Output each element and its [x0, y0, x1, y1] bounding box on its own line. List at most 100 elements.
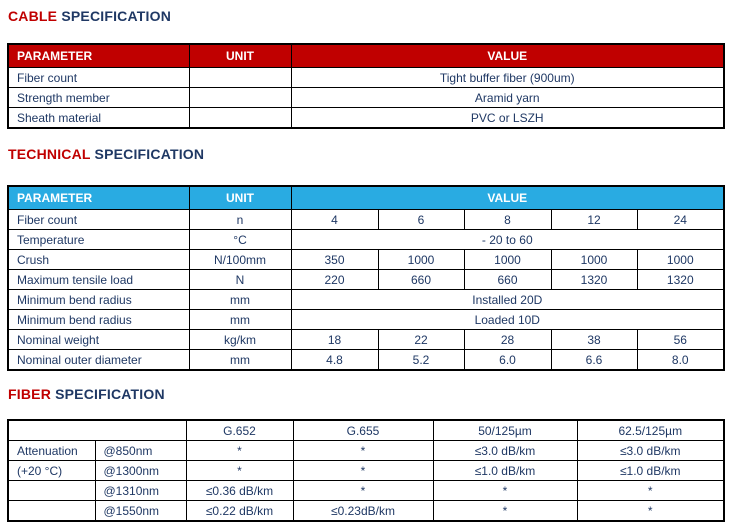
table-row: Minimum bend radius mm Loaded 10D: [7, 309, 725, 330]
cell-value: 5.2: [377, 349, 465, 371]
cell-value: ≤3.0 dB/km: [576, 440, 725, 461]
cell-value: 8: [463, 209, 552, 230]
cell-value: 18: [290, 329, 379, 350]
cell-unit: mm: [188, 349, 292, 371]
table-row: Strength member Aramid yarn: [7, 87, 725, 108]
cell-unit: N: [188, 269, 292, 290]
cell-parameter: Minimum bend radius: [7, 289, 190, 310]
cell-value: 24: [636, 209, 725, 230]
cell-parameter: Fiber count: [7, 67, 190, 88]
cell-wavelength: @1300nm: [94, 460, 187, 481]
table-row: Maximum tensile load N 220 660 660 1320 …: [7, 269, 725, 290]
cell-value: *: [432, 500, 578, 522]
table-row: @1550nm ≤0.22 dB/km ≤0.23dB/km * *: [7, 500, 725, 522]
cell-row-label: Attenuation: [7, 440, 96, 461]
fiber-spec-title-accent: FIBER: [8, 386, 51, 402]
technical-spec-title-rest: SPECIFICATION: [90, 146, 205, 162]
cell-unit: °C: [188, 229, 292, 250]
fiber-spec-title-rest: SPECIFICATION: [51, 386, 165, 402]
cell-value: Aramid yarn: [290, 87, 725, 108]
cell-value: 22: [377, 329, 465, 350]
cell-value: 6: [377, 209, 465, 230]
cell-unit: kg/km: [188, 329, 292, 350]
table-row: Minimum bend radius mm Installed 20D: [7, 289, 725, 310]
header-cell-parameter: PARAMETER: [7, 43, 190, 68]
cell-value: ≤0.36 dB/km: [185, 480, 294, 501]
technical-spec-title: TECHNICAL SPECIFICATION: [8, 146, 204, 162]
header-cell-value: VALUE: [290, 43, 725, 68]
fiber-spec-table: G.652 G.655 50/125µm 62.5/125µm Attenuat…: [7, 419, 725, 522]
cable-spec-title-rest: SPECIFICATION: [57, 8, 172, 24]
cell-value: ≤3.0 dB/km: [432, 440, 578, 461]
header-cell-unit: UNIT: [188, 43, 292, 68]
header-cell-fiber-type: G.655: [292, 419, 434, 441]
cell-value: 8.0: [636, 349, 725, 371]
cell-value: 1320: [636, 269, 725, 290]
cell-parameter: Nominal weight: [7, 329, 190, 350]
cell-unit: [188, 107, 292, 129]
cell-value: 38: [550, 329, 638, 350]
cell-value: *: [185, 440, 294, 461]
cell-value: 28: [463, 329, 552, 350]
cell-parameter: Nominal outer diameter: [7, 349, 190, 371]
technical-spec-title-accent: TECHNICAL: [8, 146, 91, 162]
table-header-row: PARAMETER UNIT VALUE: [7, 185, 725, 210]
cable-spec-table: PARAMETER UNIT VALUE Fiber count Tight b…: [7, 43, 725, 129]
cell-value: 1320: [550, 269, 638, 290]
cell-value: ≤1.0 dB/km: [432, 460, 578, 481]
cell-value: *: [576, 480, 725, 501]
header-cell-parameter: PARAMETER: [7, 185, 190, 210]
header-cell-fiber-type: G.652: [185, 419, 294, 441]
cell-value: ≤0.22 dB/km: [185, 500, 294, 522]
cell-value-span: Loaded 10D: [290, 309, 725, 330]
cell-value-span: - 20 to 60: [290, 229, 725, 250]
table-row: Nominal weight kg/km 18 22 28 38 56: [7, 329, 725, 350]
cell-unit: [188, 67, 292, 88]
cable-spec-title: CABLE SPECIFICATION: [8, 8, 171, 24]
cell-value: Tight buffer fiber (900um): [290, 67, 725, 88]
cell-value: *: [292, 460, 434, 481]
technical-spec-table: PARAMETER UNIT VALUE Fiber count n 4 6 8…: [7, 185, 726, 371]
table-row: Crush N/100mm 350 1000 1000 1000 1000: [7, 249, 725, 270]
cell-value: 4: [290, 209, 379, 230]
cell-value: ≤0.23dB/km: [292, 500, 434, 522]
table-row: Nominal outer diameter mm 4.8 5.2 6.0 6.…: [7, 349, 725, 371]
cell-wavelength: @1310nm: [94, 480, 187, 501]
cell-unit: n: [188, 209, 292, 230]
cell-unit: N/100mm: [188, 249, 292, 270]
cell-value: 12: [550, 209, 638, 230]
cell-parameter: Sheath material: [7, 107, 190, 129]
cell-value: 660: [463, 269, 552, 290]
cell-value: 1000: [550, 249, 638, 270]
cell-value: PVC or LSZH: [290, 107, 725, 129]
cell-value-span: Installed 20D: [290, 289, 725, 310]
cell-value: 660: [377, 269, 465, 290]
cell-parameter: Strength member: [7, 87, 190, 108]
cell-parameter: Minimum bend radius: [7, 309, 190, 330]
cell-wavelength: @850nm: [94, 440, 187, 461]
cell-parameter: Maximum tensile load: [7, 269, 190, 290]
cable-spec-title-accent: CABLE: [8, 8, 58, 24]
table-header-row: G.652 G.655 50/125µm 62.5/125µm: [7, 419, 725, 441]
table-row: @1310nm ≤0.36 dB/km * * *: [7, 480, 725, 501]
cell-value: *: [576, 500, 725, 522]
header-cell-blank: [7, 419, 187, 441]
cell-row-label: (+20 °C): [7, 460, 96, 481]
cell-value: ≤1.0 dB/km: [576, 460, 725, 481]
cell-parameter: Crush: [7, 249, 190, 270]
table-row: Sheath material PVC or LSZH: [7, 107, 725, 129]
cell-value: 1000: [377, 249, 465, 270]
table-row: Attenuation @850nm * * ≤3.0 dB/km ≤3.0 d…: [7, 440, 725, 461]
cell-value: 220: [290, 269, 379, 290]
cell-unit: [188, 87, 292, 108]
header-cell-fiber-type: 50/125µm: [432, 419, 578, 441]
cell-row-label: [7, 480, 96, 501]
header-cell-unit: UNIT: [188, 185, 292, 210]
cell-value: 1000: [463, 249, 552, 270]
cell-value: *: [185, 460, 294, 481]
cell-unit: mm: [188, 289, 292, 310]
table-row: Fiber count n 4 6 8 12 24: [7, 209, 725, 230]
cell-value: *: [292, 440, 434, 461]
cell-value: 56: [636, 329, 725, 350]
cell-value: 6.0: [463, 349, 552, 371]
